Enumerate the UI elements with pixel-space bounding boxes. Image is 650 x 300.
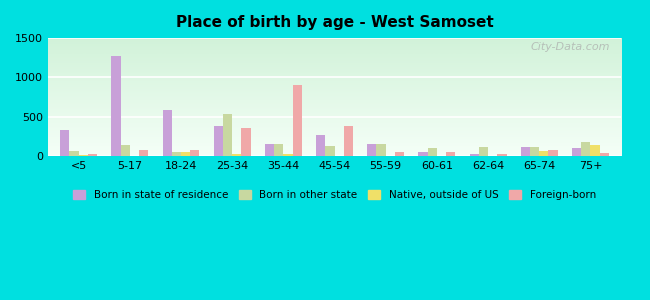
Bar (581, 142, 590, 156)
Bar (223, 114, 232, 156)
Bar (265, 144, 274, 156)
Bar (214, 126, 223, 156)
Bar (283, 154, 292, 156)
Bar (181, 152, 190, 156)
Legend: Born in state of residence, Born in other state, Native, outside of US, Foreign-: Born in state of residence, Born in othe… (69, 186, 600, 204)
Bar (549, 150, 558, 156)
Bar (367, 144, 376, 156)
Bar (419, 152, 428, 156)
Bar (344, 125, 353, 156)
Bar (316, 135, 325, 156)
Bar (292, 85, 302, 156)
Bar (139, 150, 148, 156)
Bar (274, 144, 283, 156)
Bar (479, 147, 488, 156)
Bar (521, 147, 530, 156)
Bar (190, 150, 200, 156)
Bar (162, 110, 172, 156)
Bar (540, 151, 549, 156)
Bar (172, 152, 181, 156)
Bar (325, 146, 335, 156)
Bar (530, 147, 540, 156)
Bar (241, 128, 250, 156)
Bar (70, 151, 79, 156)
Bar (79, 155, 88, 156)
Bar (232, 154, 241, 156)
Bar (497, 154, 506, 156)
Bar (120, 145, 130, 156)
Bar (590, 145, 600, 156)
Bar (395, 152, 404, 156)
Bar (111, 56, 120, 156)
Bar (376, 144, 385, 156)
Text: City-Data.com: City-Data.com (530, 42, 610, 52)
Title: Place of birth by age - West Samoset: Place of birth by age - West Samoset (176, 15, 493, 30)
Bar (88, 154, 97, 156)
Bar (60, 130, 70, 156)
Bar (470, 154, 479, 156)
Bar (572, 148, 581, 156)
Bar (446, 152, 455, 156)
Bar (428, 148, 437, 156)
Bar (600, 153, 609, 156)
